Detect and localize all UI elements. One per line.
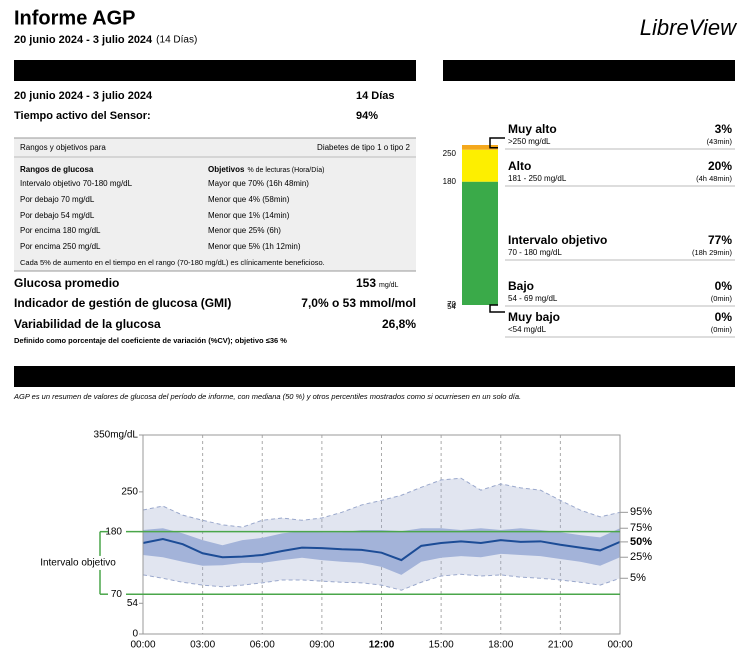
tir-name: Muy alto (508, 122, 557, 136)
stat-label: Tiempo activo del Sensor: (14, 110, 151, 122)
threshold-label: 180 (443, 177, 457, 186)
tir-time: (0min) (711, 325, 733, 334)
tir-time: (0min) (711, 294, 733, 303)
x-tick-label: 00:00 (607, 640, 632, 651)
y-tick-label: 0 (132, 629, 138, 640)
targets-title: Rangos y objetivos para (20, 143, 106, 152)
range-label: Por encima 250 mg/dL (20, 242, 101, 251)
label-bg (36, 555, 120, 570)
percentile-line (142, 538, 621, 562)
tir-segment (462, 149, 498, 182)
metric-note: Definido como porcentaje del coeficiente… (14, 336, 287, 345)
target-value: Menor que 4% (58min) (208, 195, 290, 204)
y-tick-label: 54 (127, 598, 139, 609)
tir-range: >250 mg/dL (508, 137, 551, 146)
metric-value: 153 (356, 276, 376, 290)
section-bar (443, 60, 735, 81)
x-tick-label: 18:00 (488, 640, 513, 651)
legend-label: 50% (630, 536, 652, 548)
tir-value: 77% (708, 233, 732, 247)
tir-segment (462, 145, 498, 150)
tir-name: Muy bajo (508, 310, 560, 324)
tir-value: 0% (715, 310, 733, 324)
target-label: Intervalo objetivo (40, 558, 116, 569)
metric-unit: mg/dL (379, 282, 399, 289)
legend-label: 95% (630, 506, 652, 518)
x-tick-label: 15:00 (429, 640, 454, 651)
tir-name: Alto (508, 159, 531, 173)
x-tick-label: 03:00 (190, 640, 215, 651)
tir-time: (4h 48min) (696, 174, 732, 183)
target-value: Menor que 25% (6h) (208, 226, 281, 235)
x-tick-label: 12:00 (369, 640, 395, 651)
percentile-line (142, 477, 621, 528)
x-tick-label: 09:00 (309, 640, 334, 651)
y-tick-label: 70 (111, 589, 123, 600)
section-bar (14, 60, 416, 81)
column-heading: Rangos de glucosa (20, 165, 94, 174)
tir-value: 3% (715, 122, 733, 136)
plot-frame (142, 434, 621, 635)
metric-value: 7,0% o 53 mmol/mol (301, 296, 416, 310)
date-range: 20 junio 2024 - 3 julio 2024 (14, 34, 153, 46)
range-label: Por debajo 70 mg/dL (20, 195, 95, 204)
tir-time: (18h 29min) (692, 248, 733, 257)
threshold-label: 250 (443, 149, 457, 158)
section-heading: TIEMPO EN RANGOS (450, 65, 562, 77)
section-heading: PERFIL DE GLUCOSA AMBULATORIO (AGP) (20, 371, 254, 383)
column-note: % de lecturas (Hora/Día) (247, 167, 324, 174)
x-tick-label: 21:00 (548, 640, 573, 651)
leader (489, 137, 505, 149)
target-value: Menor que 1% (14min) (208, 211, 290, 220)
agp-description: AGP es un resumen de valores de glucosa … (13, 392, 521, 401)
tir-time: (43min) (707, 137, 733, 146)
tir-range: 70 - 180 mg/dL (508, 248, 562, 257)
footnote: Cada 5% de aumento en el tiempo en el ra… (20, 258, 325, 267)
y-tick-label: 250 (121, 486, 138, 497)
y-tick-label: 180 (105, 526, 122, 537)
tir-segment (462, 181, 498, 305)
metric-value: 26,8% (382, 317, 416, 331)
tir-range: 54 - 69 mg/dL (508, 294, 558, 303)
target-value: Mayor que 70% (16h 48min) (208, 179, 309, 188)
tir-name: Bajo (508, 279, 534, 293)
targets-box (14, 138, 416, 271)
tir-range: 181 - 250 mg/dL (508, 174, 567, 183)
metric-label: Variabilidad de la glucosa (14, 317, 161, 331)
percentile-line (142, 573, 621, 591)
threshold-label: 70 (447, 300, 456, 309)
tir-value: 20% (708, 159, 732, 173)
tir-value: 0% (715, 279, 733, 293)
leader (489, 304, 505, 313)
stat-label: 20 junio 2024 - 3 julio 2024 (14, 90, 153, 102)
tir-name: Intervalo objetivo (508, 233, 607, 247)
column-heading: Objetivos (208, 165, 245, 174)
x-tick-label: 00:00 (130, 640, 155, 651)
tir-range: <54 mg/dL (508, 325, 547, 334)
stat-value: 94% (356, 110, 378, 122)
section-bar (14, 366, 735, 387)
metric-label: Indicador de gestión de glucosa (GMI) (14, 296, 231, 310)
targets-population: Diabetes de tipo 1 o tipo 2 (317, 143, 411, 152)
y-tick-label: 350mg/dL (94, 430, 139, 441)
section-heading: ESTADÍSTICA Y OBJETIVOS DE GLUCOSA (20, 64, 245, 77)
legend-label: 75% (630, 522, 652, 534)
range-label: Por debajo 54 mg/dL (20, 211, 95, 220)
logo: LibreView (640, 15, 738, 40)
threshold-label: 54 (447, 302, 456, 311)
x-tick-label: 06:00 (250, 640, 275, 651)
range-label: Intervalo objetivo 70-180 mg/dL (20, 179, 133, 188)
target-value: Menor que 5% (1h 12min) (208, 242, 301, 251)
days: (14 Días) (156, 35, 197, 46)
metric-label: Glucosa promedio (14, 276, 119, 290)
legend-label: 5% (630, 572, 646, 584)
range-label: Por encima 180 mg/dL (20, 226, 101, 235)
legend-label: 25% (630, 551, 652, 563)
report-title: Informe AGP (14, 7, 136, 29)
stat-value: 14 Días (356, 90, 395, 102)
